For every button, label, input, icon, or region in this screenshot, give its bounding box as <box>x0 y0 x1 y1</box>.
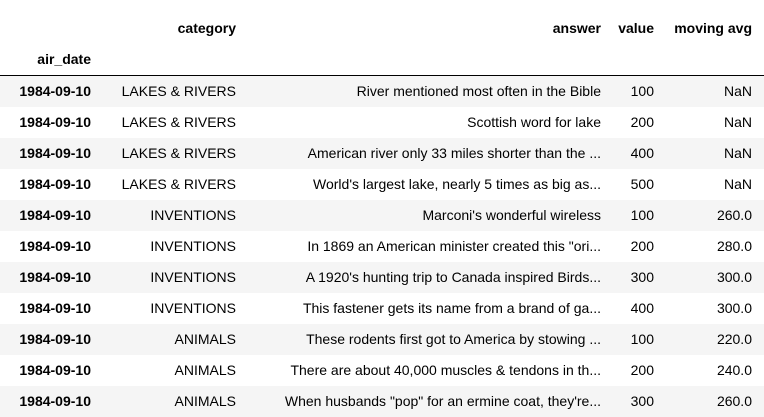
cell-category: LAKES & RIVERS <box>99 138 244 169</box>
index-cell-air-date: 1984-09-10 <box>0 355 99 386</box>
cell-answer: River mentioned most often in the Bible <box>244 76 609 108</box>
index-cell-air-date: 1984-09-10 <box>0 386 99 417</box>
column-header-moving-avg: moving avg <box>662 0 764 44</box>
index-cell-air-date: 1984-09-10 <box>0 324 99 355</box>
cell-moving-avg: 300.0 <box>662 293 764 324</box>
cell-moving-avg: 260.0 <box>662 200 764 231</box>
cell-category: INVENTIONS <box>99 293 244 324</box>
cell-answer: This fastener gets its name from a brand… <box>244 293 609 324</box>
cell-moving-avg: NaN <box>662 107 764 138</box>
cell-value: 100 <box>609 200 662 231</box>
cell-answer: There are about 40,000 muscles & tendons… <box>244 355 609 386</box>
cell-answer: American river only 33 miles shorter tha… <box>244 138 609 169</box>
cell-category: INVENTIONS <box>99 262 244 293</box>
cell-category: ANIMALS <box>99 355 244 386</box>
table-header: category answer value moving avg air_dat… <box>0 0 764 76</box>
cell-answer: A 1920's hunting trip to Canada inspired… <box>244 262 609 293</box>
cell-answer: When husbands "pop" for an ermine coat, … <box>244 386 609 417</box>
index-cell-air-date: 1984-09-10 <box>0 107 99 138</box>
index-name-header: air_date <box>0 44 99 76</box>
column-header-category: category <box>99 0 244 44</box>
cell-answer: These rodents first got to America by st… <box>244 324 609 355</box>
cell-value: 200 <box>609 355 662 386</box>
blank-header-cell <box>244 44 609 76</box>
index-cell-air-date: 1984-09-10 <box>0 293 99 324</box>
index-cell-air-date: 1984-09-10 <box>0 169 99 200</box>
cell-moving-avg: 280.0 <box>662 231 764 262</box>
cell-moving-avg: 220.0 <box>662 324 764 355</box>
index-cell-air-date: 1984-09-10 <box>0 76 99 108</box>
cell-value: 200 <box>609 231 662 262</box>
cell-moving-avg: 240.0 <box>662 355 764 386</box>
cell-value: 400 <box>609 138 662 169</box>
cell-category: LAKES & RIVERS <box>99 76 244 108</box>
index-name-row: air_date <box>0 44 764 76</box>
cell-moving-avg: NaN <box>662 138 764 169</box>
cell-moving-avg: NaN <box>662 169 764 200</box>
cell-moving-avg: 260.0 <box>662 386 764 417</box>
index-header-blank <box>0 0 99 44</box>
cell-category: LAKES & RIVERS <box>99 107 244 138</box>
cell-value: 300 <box>609 262 662 293</box>
cell-category: ANIMALS <box>99 324 244 355</box>
cell-value: 200 <box>609 107 662 138</box>
cell-answer: Scottish word for lake <box>244 107 609 138</box>
column-header-value: value <box>609 0 662 44</box>
cell-category: ANIMALS <box>99 386 244 417</box>
cell-answer: In 1869 an American minister created thi… <box>244 231 609 262</box>
blank-header-cell <box>609 44 662 76</box>
index-cell-air-date: 1984-09-10 <box>0 200 99 231</box>
cell-value: 100 <box>609 324 662 355</box>
cell-category: INVENTIONS <box>99 200 244 231</box>
cell-value: 100 <box>609 76 662 108</box>
index-cell-air-date: 1984-09-10 <box>0 138 99 169</box>
cell-moving-avg: NaN <box>662 76 764 108</box>
cell-answer: World's largest lake, nearly 5 times as … <box>244 169 609 200</box>
column-header-answer: answer <box>244 0 609 44</box>
blank-header-cell <box>99 44 244 76</box>
cell-value: 500 <box>609 169 662 200</box>
index-cell-air-date: 1984-09-10 <box>0 231 99 262</box>
cell-category: INVENTIONS <box>99 231 244 262</box>
index-cell-air-date: 1984-09-10 <box>0 262 99 293</box>
column-header-row: category answer value moving avg <box>0 0 764 44</box>
blank-header-cell <box>662 44 764 76</box>
cell-moving-avg: 300.0 <box>662 262 764 293</box>
cell-value: 300 <box>609 386 662 417</box>
cell-category: LAKES & RIVERS <box>99 169 244 200</box>
cell-answer: Marconi's wonderful wireless <box>244 200 609 231</box>
cell-value: 400 <box>609 293 662 324</box>
